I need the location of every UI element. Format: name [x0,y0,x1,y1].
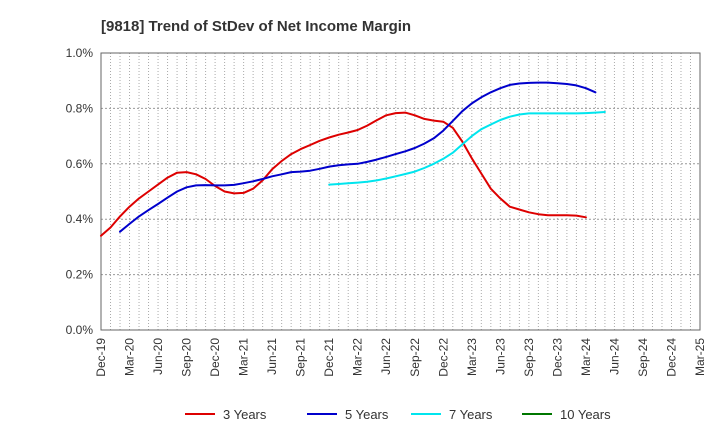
y-tick-label: 0.4% [66,212,94,226]
x-tick-label: Sep-24 [636,338,650,377]
series-line-5-years [119,81,597,233]
x-tick-label: Sep-21 [294,338,308,377]
x-tick-label: Jun-22 [379,338,393,375]
grid [100,52,701,331]
series-line-3-years [100,111,587,237]
legend-label: 3 Years [223,407,267,422]
x-tick-label: Dec-23 [550,338,564,377]
x-tick-label: Sep-23 [522,338,536,377]
x-tick-label: Jun-21 [265,338,279,375]
x-tick-label: Mar-20 [123,338,137,376]
x-tick-label: Sep-20 [180,338,194,377]
y-tick-label: 0.6% [66,157,94,171]
x-tick-label: Jun-20 [151,338,165,375]
x-tick-label: Mar-22 [351,338,365,376]
x-tick-label: Mar-21 [237,338,251,376]
y-tick-label: 0.0% [66,323,94,337]
x-tick-label: Mar-24 [579,338,593,376]
axes: 0.0% 0.2% 0.4% 0.6% 0.8% 1.0% Dec-19 Mar-20 Jun-… [66,46,707,377]
legend-label: 7 Years [449,407,493,422]
legend: 3 Years 5 Years 7 Years 10 Years [185,407,611,422]
x-tick-label: Jun-23 [493,338,507,375]
series-line-7-years [328,111,606,186]
y-tick-label: 0.2% [66,268,94,282]
x-tick-label: Dec-22 [436,338,450,377]
x-tick-label: Dec-20 [208,338,222,377]
x-tick-label: Dec-19 [94,338,108,377]
chart-title: [9818] Trend of StDev of Net Income Marg… [101,18,411,35]
x-tick-label: Mar-23 [465,338,479,376]
y-tick-label: 0.8% [66,101,94,115]
y-tick-label: 1.0% [66,46,94,60]
plot-border [100,52,701,331]
legend-label: 5 Years [345,407,389,422]
x-tick-label: Jun-24 [607,338,621,375]
x-tick-label: Mar-25 [693,338,707,376]
series-lines [100,81,606,237]
x-tick-label: Sep-22 [408,338,422,377]
x-tick-label: Dec-24 [664,338,678,377]
x-tick-label: Dec-21 [322,338,336,377]
legend-label: 10 Years [560,407,611,422]
